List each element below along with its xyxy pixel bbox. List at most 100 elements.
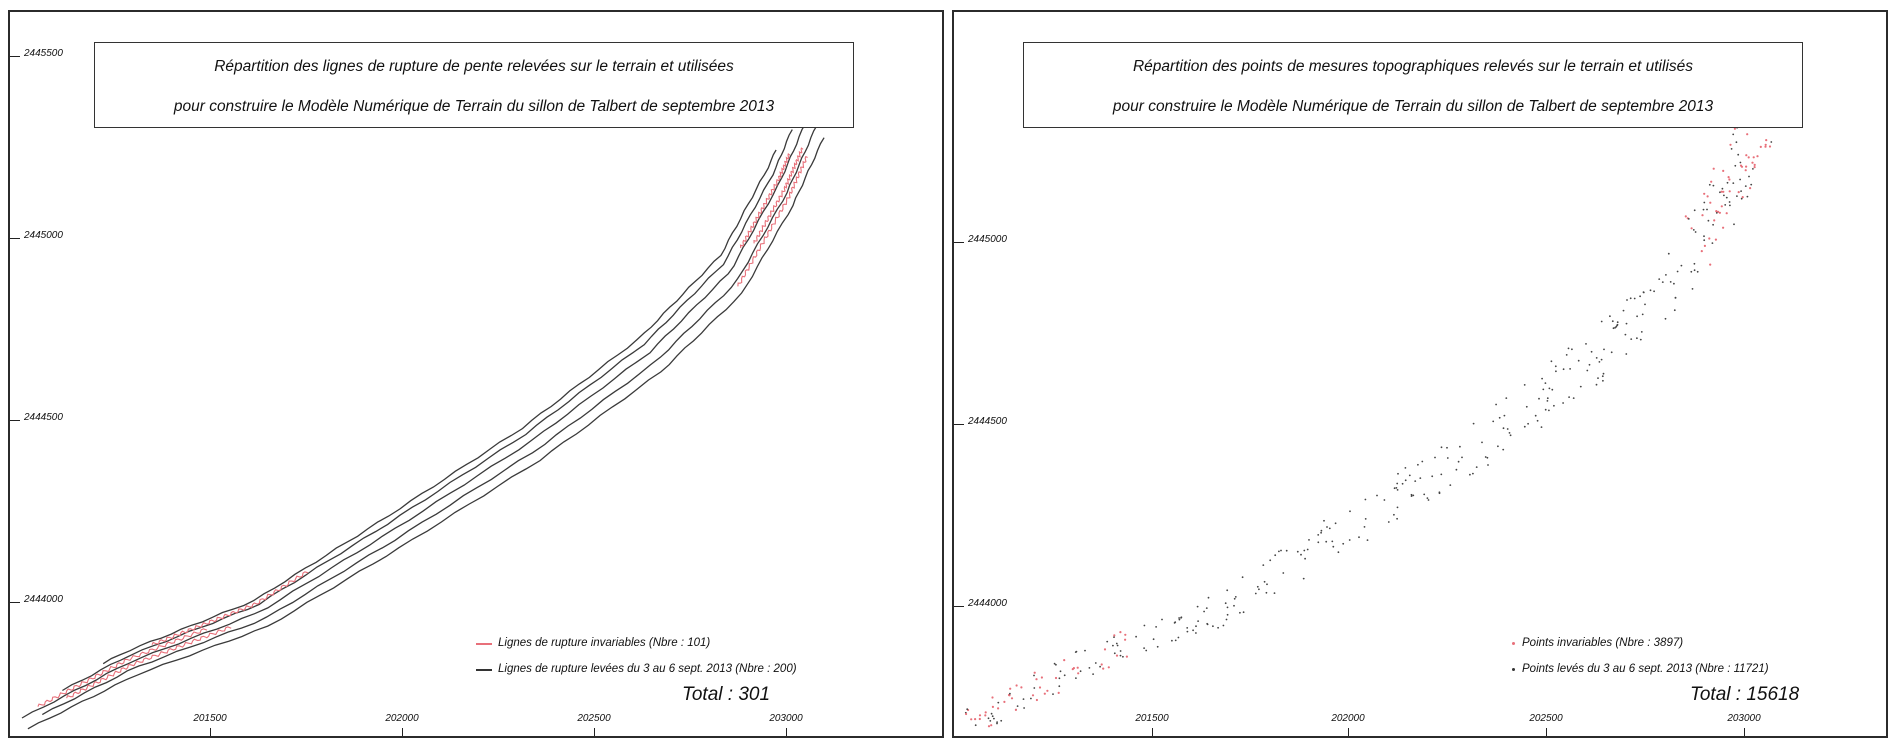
surveyed-point bbox=[1145, 650, 1147, 652]
x-tick-label: 202500 bbox=[1529, 713, 1562, 724]
surveyed-point bbox=[1447, 457, 1449, 459]
surveyed-point bbox=[1644, 304, 1646, 306]
legend-label: Lignes de rupture levées du 3 au 6 sept.… bbox=[498, 663, 797, 675]
invariable-point bbox=[1726, 212, 1728, 214]
surveyed-point bbox=[1673, 283, 1675, 285]
surveyed-point bbox=[1524, 384, 1526, 386]
surveyed-point bbox=[1033, 675, 1035, 677]
surveyed-point bbox=[1712, 224, 1714, 226]
x-tick-mark bbox=[594, 728, 595, 736]
surveyed-point bbox=[1411, 495, 1413, 497]
surveyed-point bbox=[1144, 625, 1146, 627]
surveyed-point bbox=[1332, 546, 1334, 548]
surveyed-point bbox=[1736, 195, 1738, 197]
surveyed-point bbox=[1226, 619, 1228, 621]
surveyed-point bbox=[1733, 223, 1735, 225]
invariable-point bbox=[1715, 239, 1717, 241]
legend-item-invariable: Points invariables (Nbre : 3897) bbox=[1522, 630, 1769, 656]
invariable-point bbox=[979, 714, 981, 716]
surveyed-point bbox=[1542, 389, 1544, 391]
surveyed-point bbox=[1599, 361, 1601, 363]
surveyed-point bbox=[1569, 368, 1571, 370]
surveyed-point bbox=[1226, 589, 1228, 591]
surveyed-point bbox=[1446, 447, 1448, 449]
surveyed-point bbox=[1320, 532, 1322, 534]
x-tick-mark bbox=[786, 728, 787, 736]
x-tick-label: 203000 bbox=[1727, 713, 1760, 724]
invariable-point bbox=[1728, 178, 1730, 180]
invariable-point bbox=[985, 711, 987, 713]
x-tick-mark bbox=[210, 728, 211, 736]
surveyed-point bbox=[1197, 620, 1199, 622]
surveyed-point bbox=[1235, 596, 1237, 598]
surveyed-point bbox=[1541, 426, 1543, 428]
x-tick-label: 201500 bbox=[1135, 713, 1168, 724]
surveyed-point bbox=[1547, 400, 1549, 402]
invariable-point bbox=[1063, 659, 1065, 661]
invariable-point bbox=[1008, 694, 1010, 696]
surveyed-point bbox=[1504, 415, 1506, 417]
surveyed-point bbox=[1708, 220, 1710, 222]
surveyed-point bbox=[1459, 446, 1461, 448]
surveyed-point bbox=[1722, 188, 1724, 190]
surveyed-point bbox=[1476, 466, 1478, 468]
invariable-point bbox=[1055, 677, 1057, 679]
surveyed-point bbox=[1603, 349, 1605, 351]
surveyed-point bbox=[1458, 461, 1460, 463]
surveyed-point bbox=[1394, 487, 1396, 489]
surveyed-point bbox=[1510, 434, 1512, 436]
invariable-point bbox=[1704, 245, 1706, 247]
invariable-point bbox=[970, 718, 972, 720]
surveyed-point bbox=[1473, 423, 1475, 425]
surveyed-point bbox=[1703, 202, 1705, 204]
surveyed-point bbox=[1092, 673, 1094, 675]
surveyed-point bbox=[1321, 530, 1323, 532]
surveyed-point bbox=[1364, 526, 1366, 528]
surveyed-point bbox=[1694, 263, 1696, 265]
surveyed-point bbox=[1303, 578, 1305, 580]
surveyed-point bbox=[1677, 271, 1679, 273]
surveyed-point bbox=[1367, 539, 1369, 541]
surveyed-point bbox=[1578, 360, 1580, 362]
surveyed-point bbox=[1300, 554, 1302, 556]
map-panel-lines: Répartition des lignes de rupture de pen… bbox=[8, 10, 944, 738]
surveyed-point bbox=[1365, 499, 1367, 501]
invariable-point bbox=[1124, 639, 1126, 641]
surveyed-point bbox=[1662, 281, 1664, 283]
surveyed-point bbox=[1017, 705, 1019, 707]
surveyed-point bbox=[1634, 298, 1636, 300]
surveyed-point bbox=[1586, 370, 1588, 372]
invariable-point bbox=[1072, 668, 1074, 670]
surveyed-point bbox=[1421, 461, 1423, 463]
map-title-line2: pour construire le Modèle Numérique de T… bbox=[1024, 87, 1802, 127]
map-panel-points: Répartition des points de mesures topogr… bbox=[952, 10, 1888, 738]
surveyed-point bbox=[966, 708, 968, 710]
invariable-point bbox=[1745, 169, 1747, 171]
invariable-point bbox=[1738, 191, 1740, 193]
surveyed-point bbox=[1640, 339, 1642, 341]
dark-point-swatch-icon bbox=[1512, 668, 1515, 671]
surveyed-point bbox=[1716, 212, 1718, 214]
surveyed-point bbox=[1626, 323, 1628, 325]
surveyed-point bbox=[1549, 388, 1551, 390]
surveyed-point bbox=[1461, 457, 1463, 459]
invariable-point bbox=[1020, 686, 1022, 688]
surveyed-point bbox=[1212, 625, 1214, 627]
surveyed-point bbox=[1566, 354, 1568, 356]
invariable-point bbox=[1108, 666, 1110, 668]
surveyed-point bbox=[1485, 456, 1487, 458]
legend-item-surveyed: Points levés du 3 au 6 sept. 2013 (Nbre … bbox=[1522, 656, 1769, 682]
surveyed-point bbox=[1161, 619, 1163, 621]
surveyed-point bbox=[1526, 406, 1528, 408]
invariable-point bbox=[1041, 676, 1043, 678]
surveyed-point bbox=[1694, 269, 1696, 271]
surveyed-point bbox=[975, 724, 977, 726]
invariable-point bbox=[1119, 631, 1121, 633]
surveyed-point bbox=[1675, 297, 1677, 299]
surveyed-point bbox=[1548, 410, 1550, 412]
surveyed-point bbox=[1089, 667, 1091, 669]
invariable-point bbox=[1764, 146, 1766, 148]
surveyed-point bbox=[1596, 357, 1598, 359]
surveyed-point bbox=[1681, 265, 1683, 267]
surveyed-point bbox=[1225, 602, 1227, 604]
